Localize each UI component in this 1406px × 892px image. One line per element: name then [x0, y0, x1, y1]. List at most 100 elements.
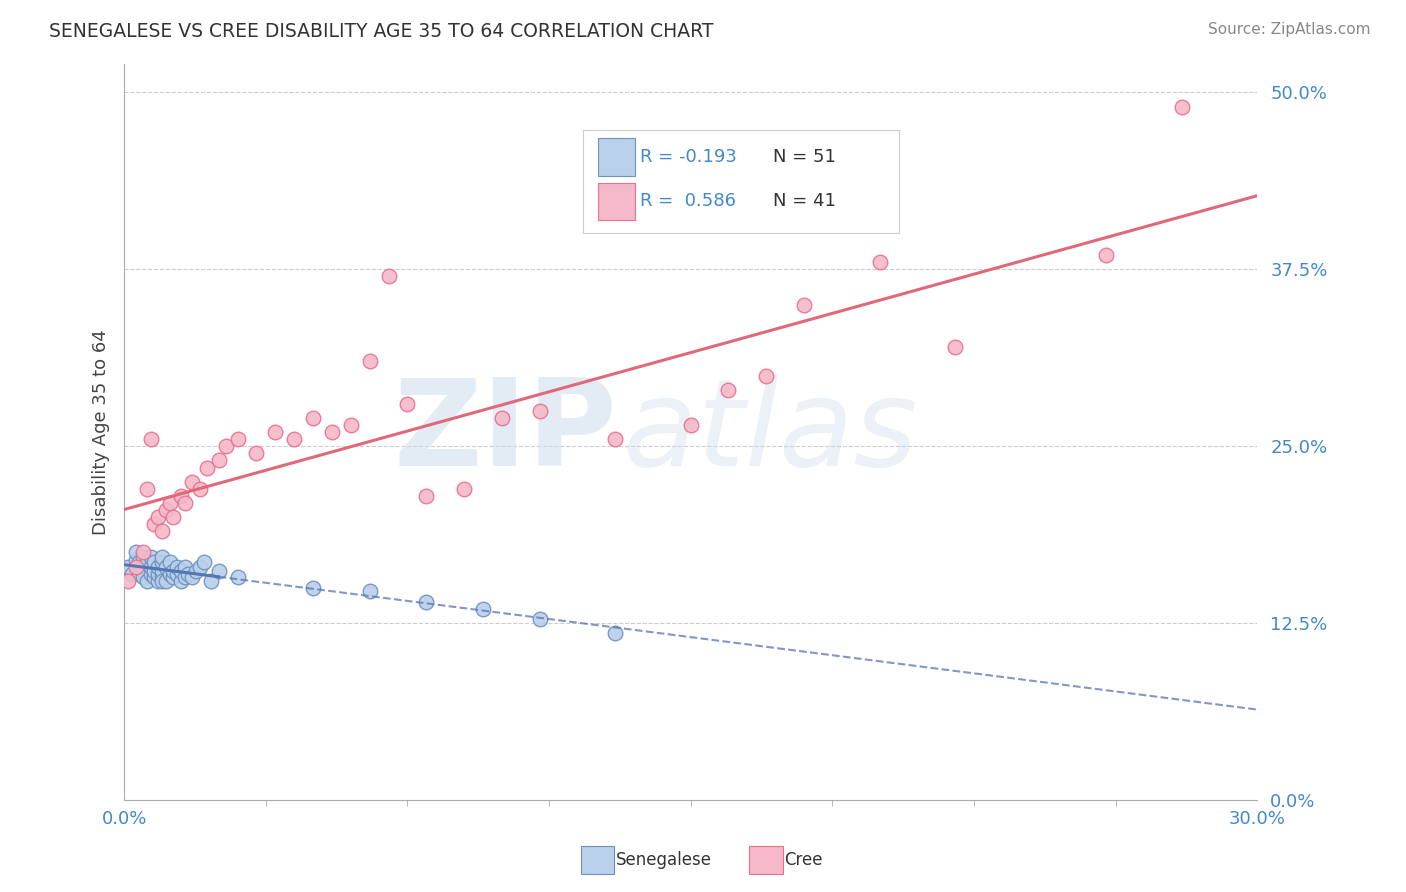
Point — [143, 569, 166, 583]
Point — [135, 482, 157, 496]
Point — [117, 574, 139, 588]
Point — [1170, 99, 1192, 113]
Text: N = 51: N = 51 — [773, 148, 835, 166]
Point — [173, 496, 195, 510]
Point — [605, 626, 627, 640]
Point — [529, 612, 551, 626]
Point — [150, 569, 173, 583]
Point — [207, 453, 229, 467]
Text: Cree: Cree — [785, 851, 823, 869]
Text: Source: ZipAtlas.com: Source: ZipAtlas.com — [1208, 22, 1371, 37]
Point — [139, 559, 162, 574]
Point — [453, 482, 475, 496]
Point — [226, 432, 249, 446]
Point — [139, 432, 162, 446]
Point — [139, 549, 162, 564]
Point — [128, 555, 150, 569]
Point — [135, 574, 157, 588]
Point — [170, 489, 193, 503]
Point — [184, 564, 207, 578]
Point — [415, 595, 437, 609]
Point — [943, 340, 966, 354]
Point — [188, 559, 211, 574]
Point — [215, 439, 238, 453]
Point — [321, 425, 343, 439]
Point — [159, 496, 181, 510]
Point — [359, 354, 381, 368]
Point — [415, 489, 437, 503]
Text: SENEGALESE VS CREE DISABILITY AGE 35 TO 64 CORRELATION CHART: SENEGALESE VS CREE DISABILITY AGE 35 TO … — [49, 22, 714, 41]
Point — [264, 425, 287, 439]
Y-axis label: Disability Age 35 to 64: Disability Age 35 to 64 — [93, 329, 110, 535]
Point — [226, 569, 249, 583]
Point — [143, 517, 166, 532]
Point — [155, 503, 177, 517]
Point — [200, 574, 222, 588]
Point — [150, 564, 173, 578]
Point — [679, 418, 702, 433]
Point — [491, 411, 513, 425]
Point — [150, 524, 173, 539]
Point — [359, 583, 381, 598]
Point — [148, 574, 170, 588]
Point — [117, 559, 139, 574]
Point — [132, 545, 155, 559]
Point — [245, 446, 267, 460]
Point — [132, 564, 155, 578]
Point — [1095, 248, 1118, 262]
Point — [162, 564, 184, 578]
Point — [121, 566, 143, 581]
Point — [173, 569, 195, 583]
Point — [472, 602, 495, 616]
Point — [302, 581, 325, 595]
Point — [869, 255, 891, 269]
Point — [143, 564, 166, 578]
Point — [377, 269, 399, 284]
Point — [529, 404, 551, 418]
Point — [177, 566, 200, 581]
Point — [283, 432, 305, 446]
Text: Senegalese: Senegalese — [616, 851, 711, 869]
Point — [162, 569, 184, 583]
Point — [302, 411, 325, 425]
Point — [755, 368, 778, 383]
Point — [396, 397, 419, 411]
Point — [132, 549, 155, 564]
Point — [340, 418, 363, 433]
Point — [148, 566, 170, 581]
Text: R =  0.586: R = 0.586 — [641, 193, 737, 211]
Point — [159, 555, 181, 569]
Point — [132, 569, 155, 583]
Point — [155, 559, 177, 574]
Point — [166, 559, 188, 574]
Point — [139, 566, 162, 581]
Point — [181, 569, 204, 583]
Text: ZIP: ZIP — [394, 374, 617, 491]
Point — [124, 552, 146, 566]
Point — [170, 564, 193, 578]
Point — [155, 574, 177, 588]
Point — [150, 574, 173, 588]
Text: R = -0.193: R = -0.193 — [641, 148, 737, 166]
Point — [150, 555, 173, 569]
Point — [605, 432, 627, 446]
Point — [170, 574, 193, 588]
Point — [128, 566, 150, 581]
Point — [195, 460, 218, 475]
Point — [135, 555, 157, 569]
Text: atlas: atlas — [623, 374, 918, 491]
Point — [143, 555, 166, 569]
Point — [124, 545, 146, 559]
Point — [173, 559, 195, 574]
Point — [188, 482, 211, 496]
Point — [207, 564, 229, 578]
Point — [793, 298, 815, 312]
Point — [193, 555, 215, 569]
Point — [166, 566, 188, 581]
Point — [148, 559, 170, 574]
Point — [150, 549, 173, 564]
Point — [181, 475, 204, 489]
Point — [124, 559, 146, 574]
Point — [162, 510, 184, 524]
Point — [717, 383, 740, 397]
